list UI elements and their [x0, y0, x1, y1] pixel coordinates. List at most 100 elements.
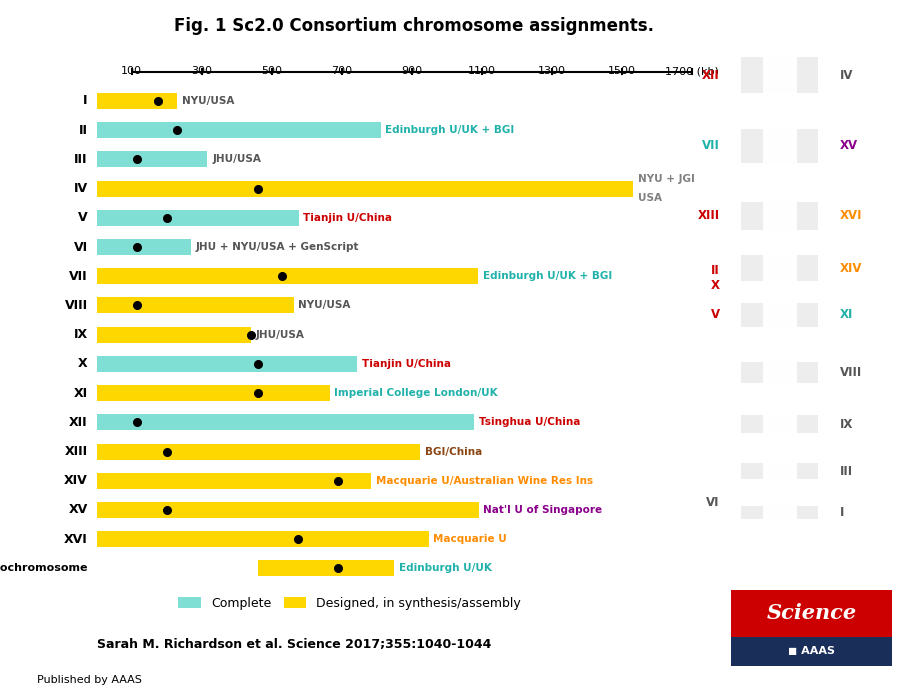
- Bar: [741, 464, 818, 479]
- Text: Tsinghua U/China: Tsinghua U/China: [478, 417, 579, 427]
- Text: XI: XI: [839, 308, 852, 322]
- Bar: [762, 201, 796, 230]
- Bar: [96, 151, 207, 168]
- Text: IV: IV: [74, 182, 87, 195]
- Bar: [96, 122, 380, 138]
- Text: X: X: [78, 357, 87, 371]
- Text: IX: IX: [839, 418, 852, 431]
- Bar: [741, 255, 818, 281]
- Bar: [741, 201, 818, 230]
- Bar: [96, 326, 250, 343]
- Text: VII: VII: [69, 270, 87, 283]
- Text: USA: USA: [637, 193, 661, 203]
- Text: NYU + JGI: NYU + JGI: [637, 174, 694, 184]
- Text: NYU/USA: NYU/USA: [298, 300, 350, 310]
- Text: VI: VI: [74, 241, 87, 253]
- Text: VIII: VIII: [839, 366, 861, 379]
- Bar: [750, 415, 808, 433]
- Bar: [96, 444, 420, 460]
- Bar: [96, 297, 293, 313]
- Bar: [750, 201, 808, 230]
- Text: VI: VI: [706, 496, 719, 509]
- Text: Imperial College London/UK: Imperial College London/UK: [334, 388, 497, 398]
- Text: Edinburgh U/UK + BGI: Edinburgh U/UK + BGI: [482, 271, 611, 282]
- Text: XIV: XIV: [64, 474, 87, 487]
- Text: Science: Science: [766, 603, 856, 622]
- Bar: [762, 303, 796, 326]
- Text: Edinburgh U/UK + BGI: Edinburgh U/UK + BGI: [385, 125, 514, 135]
- Text: 1700 (kb): 1700 (kb): [664, 66, 718, 77]
- Text: II
X: II X: [710, 264, 719, 293]
- Bar: [96, 356, 357, 372]
- Bar: [750, 57, 808, 93]
- Bar: [731, 362, 827, 383]
- Bar: [96, 531, 428, 547]
- Bar: [96, 473, 370, 489]
- Bar: [741, 362, 818, 383]
- Text: 100: 100: [121, 66, 142, 77]
- Text: ◼ AAAS: ◼ AAAS: [788, 647, 834, 656]
- Bar: [762, 362, 796, 383]
- Bar: [96, 502, 478, 518]
- Text: III: III: [839, 464, 852, 477]
- Bar: [96, 210, 299, 226]
- Bar: [762, 255, 796, 281]
- Bar: [731, 201, 827, 230]
- Text: Macquarie U: Macquarie U: [433, 534, 506, 544]
- Text: Edinburgh U/UK: Edinburgh U/UK: [398, 564, 491, 573]
- Bar: [731, 303, 827, 326]
- Text: NYU/USA: NYU/USA: [182, 96, 234, 106]
- Text: 1100: 1100: [467, 66, 495, 77]
- Bar: [750, 464, 808, 479]
- Text: IV: IV: [839, 69, 852, 81]
- Text: Fig. 1 Sc2.0 Consortium chromosome assignments.: Fig. 1 Sc2.0 Consortium chromosome assig…: [174, 17, 653, 35]
- Bar: [750, 303, 808, 326]
- Text: XII: XII: [69, 416, 87, 428]
- Text: BGI/China: BGI/China: [425, 446, 482, 457]
- Bar: [731, 128, 827, 163]
- Text: XI: XI: [74, 386, 87, 400]
- Text: VIII: VIII: [64, 299, 87, 312]
- Text: 900: 900: [401, 66, 422, 77]
- Text: XII: XII: [701, 69, 719, 81]
- Text: Published by AAAS: Published by AAAS: [37, 675, 142, 684]
- Bar: [750, 506, 808, 520]
- Bar: [741, 128, 818, 163]
- Text: Nat'l U of Singapore: Nat'l U of Singapore: [482, 505, 602, 515]
- Text: XV: XV: [839, 139, 857, 152]
- Bar: [741, 506, 818, 520]
- Text: I: I: [84, 95, 87, 108]
- Text: JHU + NYU/USA + GenScript: JHU + NYU/USA + GenScript: [196, 242, 358, 252]
- Text: IX: IX: [74, 328, 87, 341]
- Text: Sarah M. Richardson et al. Science 2017;355:1040-1044: Sarah M. Richardson et al. Science 2017;…: [96, 638, 491, 651]
- Text: 1300: 1300: [538, 66, 565, 77]
- Text: 700: 700: [331, 66, 352, 77]
- Text: XVI: XVI: [839, 210, 861, 222]
- Text: XVI: XVI: [64, 533, 87, 546]
- Bar: [750, 255, 808, 281]
- Bar: [96, 93, 177, 109]
- Bar: [731, 590, 891, 637]
- Text: Macquarie U/Australian Wine Res Ins: Macquarie U/Australian Wine Res Ins: [375, 476, 592, 486]
- Bar: [762, 57, 796, 93]
- Text: I: I: [839, 506, 843, 520]
- Bar: [96, 268, 478, 284]
- Text: III: III: [74, 153, 87, 166]
- Text: JHU/USA: JHU/USA: [212, 155, 261, 164]
- Text: II: II: [79, 124, 87, 137]
- Text: 1500: 1500: [607, 66, 635, 77]
- Bar: [750, 128, 808, 163]
- Bar: [731, 415, 827, 433]
- Bar: [741, 57, 818, 93]
- Bar: [762, 415, 796, 433]
- Bar: [741, 303, 818, 326]
- Text: V: V: [709, 308, 719, 322]
- Bar: [741, 415, 818, 433]
- Text: XIII: XIII: [697, 210, 719, 222]
- Text: JHU/USA: JHU/USA: [255, 330, 304, 339]
- Bar: [731, 506, 827, 520]
- Text: V: V: [78, 211, 87, 224]
- Text: Tianjin U/China: Tianjin U/China: [303, 213, 391, 223]
- Text: 300: 300: [191, 66, 212, 77]
- Bar: [96, 414, 473, 431]
